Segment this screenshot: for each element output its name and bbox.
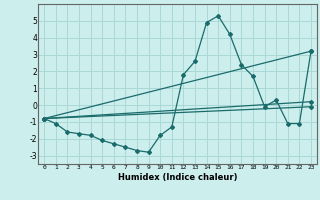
X-axis label: Humidex (Indice chaleur): Humidex (Indice chaleur) [118, 173, 237, 182]
